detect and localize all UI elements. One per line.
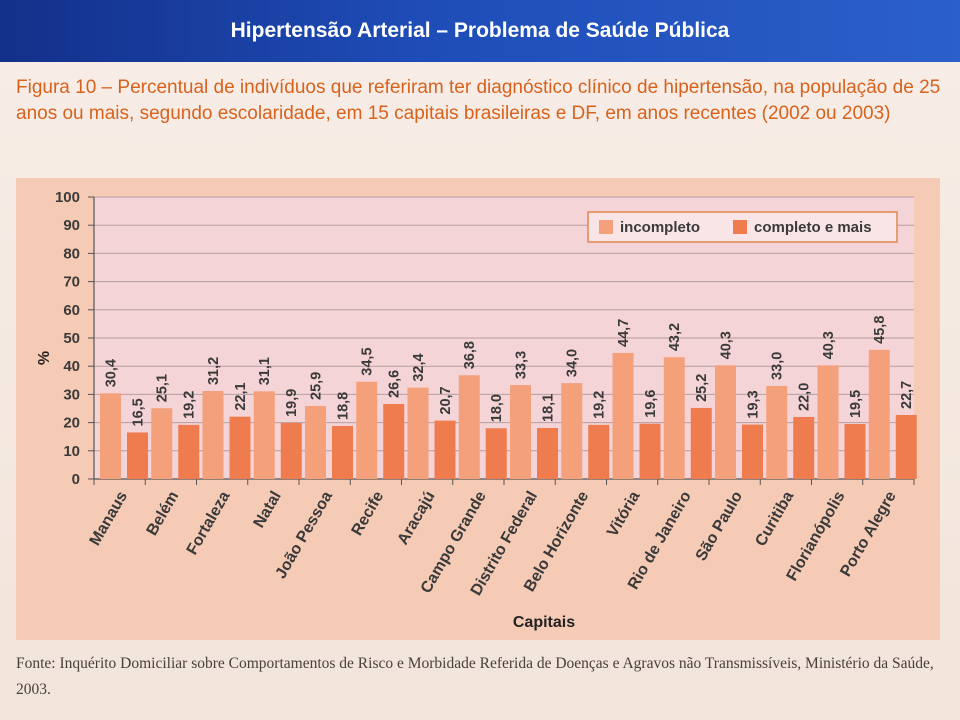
y-tick-label-40: 40 [63, 358, 80, 375]
legend-swatch-incompleto [599, 220, 613, 234]
slide-title: Hipertensão Arterial – Problema de Saúde… [230, 19, 730, 42]
bar-completo-6 [434, 420, 456, 479]
value-label-incompleto-9: 34,0 [565, 349, 581, 377]
title-bar: Hipertensão Arterial – Problema de Saúde… [0, 0, 960, 62]
bar-incompleto-13 [766, 385, 788, 479]
value-label-completo-2: 22,1 [233, 382, 249, 410]
category-label-13: Curitiba [752, 488, 797, 549]
category-label-6: Aracajú [395, 489, 439, 548]
y-tick-label-70: 70 [63, 274, 80, 291]
value-label-incompleto-6: 32,4 [411, 353, 427, 381]
value-label-completo-15: 22,7 [899, 381, 915, 409]
bar-incompleto-2 [202, 391, 224, 479]
y-tick-label-50: 50 [63, 330, 80, 347]
y-tick-label-100: 100 [55, 189, 80, 206]
bar-incompleto-4 [305, 405, 326, 479]
value-label-completo-4: 18,8 [336, 392, 352, 420]
y-tick-label-90: 90 [63, 217, 80, 234]
bar-incompleto-8 [510, 385, 531, 479]
value-label-completo-6: 20,7 [438, 386, 454, 414]
value-label-completo-7: 18,0 [489, 394, 505, 422]
bar-incompleto-10 [612, 352, 634, 479]
value-label-completo-14: 19,5 [848, 390, 864, 418]
bar-completo-12 [742, 424, 763, 479]
bar-completo-13 [793, 416, 815, 479]
bar-completo-14 [844, 424, 866, 479]
legend-swatch-completo [733, 220, 747, 234]
y-tick-label-60: 60 [63, 302, 80, 319]
value-label-incompleto-12: 40,3 [719, 331, 735, 359]
value-label-completo-10: 19,6 [643, 389, 659, 417]
bar-completo-0 [127, 432, 148, 479]
bar-incompleto-3 [253, 391, 275, 479]
y-tick-label-10: 10 [63, 443, 80, 460]
value-label-incompleto-0: 30,4 [104, 359, 120, 387]
value-label-completo-3: 19,9 [284, 389, 300, 417]
value-label-completo-1: 19,2 [182, 391, 198, 419]
category-label-5: Recife [349, 488, 388, 538]
bar-incompleto-7 [458, 375, 480, 479]
figure-caption: Figura 10 – Percentual de indivíduos que… [16, 77, 941, 124]
bar-completo-11 [690, 407, 712, 479]
value-label-completo-9: 19,2 [592, 391, 608, 419]
y-tick-label-80: 80 [63, 245, 80, 262]
value-label-incompleto-8: 33,3 [514, 351, 530, 379]
y-tick-label-20: 20 [63, 415, 80, 432]
bar-completo-7 [485, 428, 507, 479]
value-label-completo-0: 16,5 [131, 398, 147, 426]
bar-completo-8 [537, 427, 558, 479]
category-label-2: Fortaleza [184, 488, 234, 557]
bar-incompleto-6 [407, 387, 429, 479]
category-label-3: Natal [251, 489, 285, 531]
bar-completo-9 [588, 424, 610, 479]
bar-incompleto-12 [715, 365, 736, 479]
value-label-completo-11: 25,2 [694, 374, 710, 402]
y-tick-label-30: 30 [63, 386, 80, 403]
bar-completo-5 [383, 403, 405, 479]
category-label-12: São Paulo [693, 488, 747, 564]
bar-incompleto-1 [151, 408, 173, 479]
value-label-completo-8: 18,1 [541, 394, 557, 422]
y-axis-title: % [36, 351, 53, 365]
category-label-0: Manaus [87, 488, 132, 548]
value-label-incompleto-5: 34,5 [360, 347, 376, 375]
bar-incompleto-15 [868, 349, 890, 479]
bar-incompleto-11 [663, 357, 685, 479]
bar-completo-2 [229, 416, 251, 479]
bar-incompleto-9 [561, 383, 583, 479]
value-label-incompleto-13: 33,0 [770, 352, 786, 380]
x-axis-title: Capitais [513, 614, 575, 631]
value-label-completo-13: 22,0 [797, 383, 813, 411]
legend-label-incompleto: incompleto [620, 219, 700, 236]
value-label-incompleto-3: 31,1 [257, 357, 273, 385]
bar-completo-1 [178, 424, 200, 479]
value-label-incompleto-15: 45,8 [872, 316, 888, 344]
chart-panel: 0 10 20 30 40 50 60 70 80 90 100% 30,4 16,5 Manaus 25,… [16, 178, 940, 640]
bar-completo-15 [895, 414, 917, 479]
source-note: Fonte: Inquérito Domiciliar sobre Compor… [16, 655, 934, 698]
bar-completo-3 [280, 422, 302, 479]
value-label-incompleto-1: 25,1 [155, 374, 171, 402]
bar-chart: 0 10 20 30 40 50 60 70 80 90 100% 30,4 16,5 Manaus 25,… [36, 189, 917, 631]
bar-completo-10 [639, 423, 661, 479]
legend-label-completo: completo e mais [754, 219, 872, 236]
bar-incompleto-14 [817, 365, 839, 479]
value-label-incompleto-11: 43,2 [667, 323, 683, 351]
value-label-incompleto-4: 25,9 [309, 372, 325, 400]
y-tick-label-0: 0 [72, 471, 80, 488]
bar-completo-4 [332, 425, 353, 479]
category-label-10: Vitória [604, 488, 644, 539]
bar-incompleto-5 [356, 381, 378, 479]
bar-incompleto-0 [100, 393, 121, 479]
category-label-1: Belém [144, 489, 183, 539]
category-label-4: João Pessoa [272, 488, 336, 581]
value-label-incompleto-7: 36,8 [462, 341, 478, 369]
value-label-completo-12: 19,3 [746, 390, 762, 418]
value-label-completo-5: 26,6 [387, 370, 403, 398]
value-label-incompleto-2: 31,2 [206, 357, 222, 385]
category-label-15: Porto Alegre [837, 488, 899, 579]
value-label-incompleto-10: 44,7 [616, 319, 632, 347]
value-label-incompleto-14: 40,3 [821, 331, 837, 359]
